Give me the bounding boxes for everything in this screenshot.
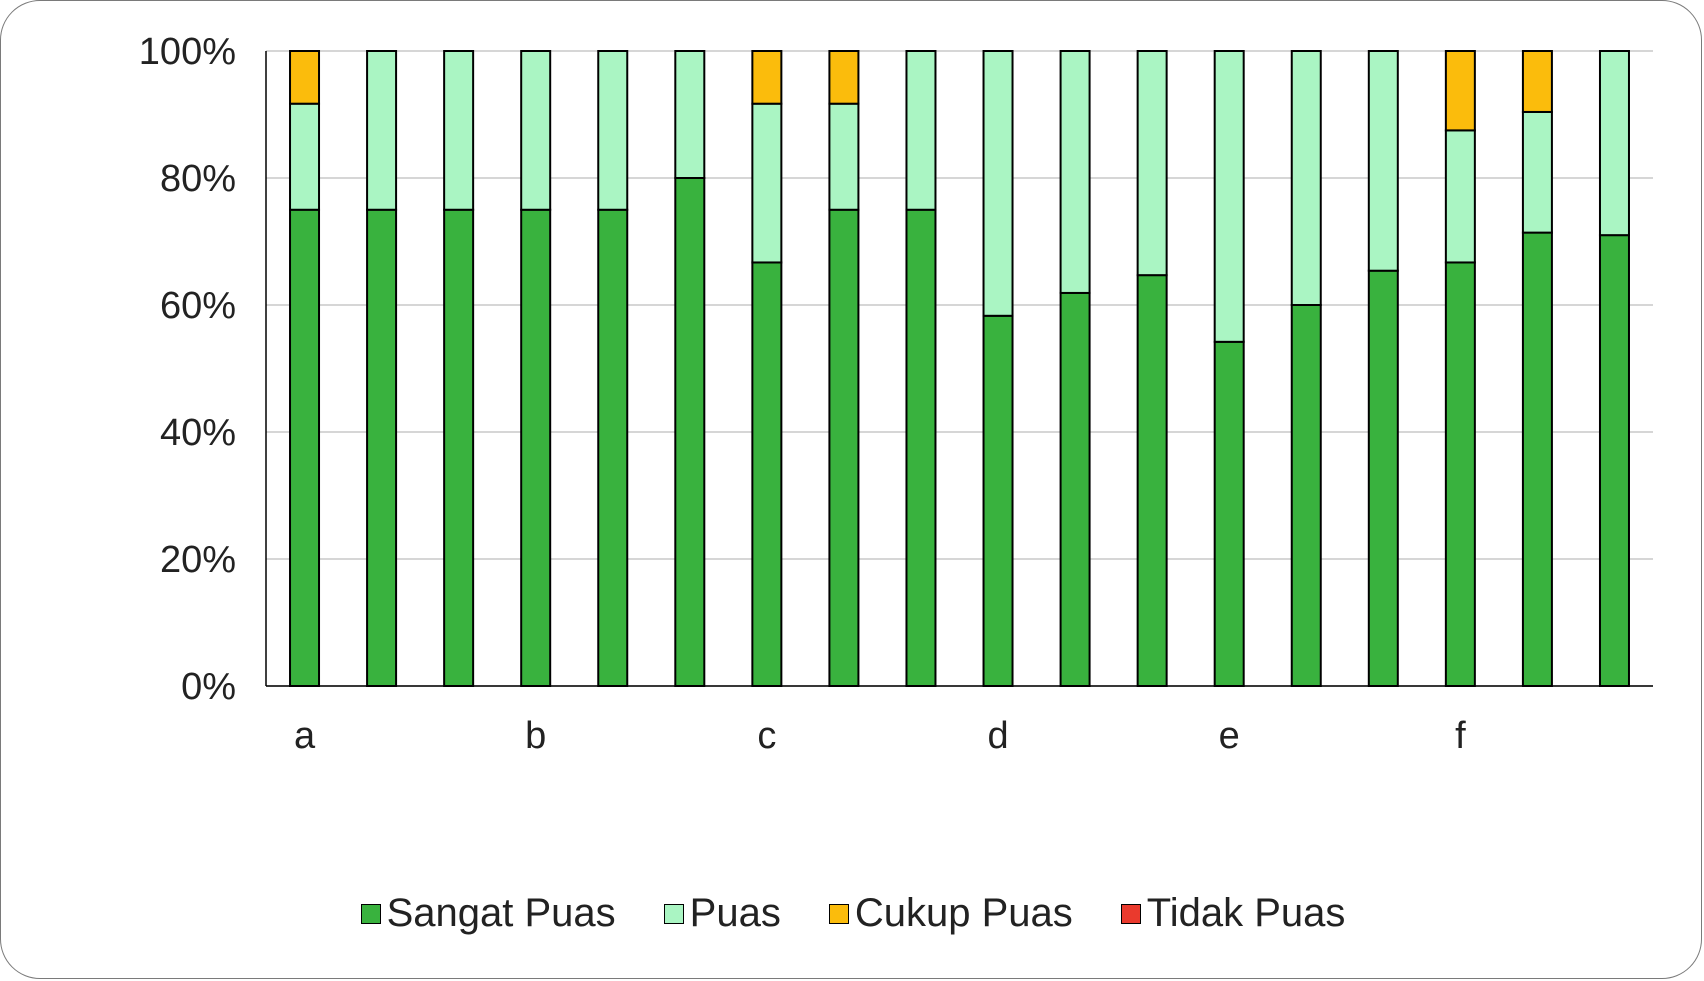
bar-segment (1521, 50, 1553, 113)
bar-segment (520, 50, 552, 211)
bar-segment (1136, 274, 1168, 687)
bar-segment (443, 208, 475, 687)
legend-item-sangat-puas: Sangat Puas (360, 891, 616, 936)
x-tick-label: e (1219, 715, 1240, 757)
bar-segment (1521, 110, 1553, 234)
y-tick-label: 80% (160, 158, 236, 200)
bar-segment (1136, 50, 1168, 277)
bar-segment (905, 50, 937, 211)
bar-segment (751, 50, 783, 105)
bar-segment (366, 208, 398, 687)
bar-segment (1444, 50, 1476, 132)
bar-segment (828, 50, 860, 105)
bar-segment (828, 102, 860, 211)
bar-segment (1598, 50, 1630, 237)
legend: Sangat Puas Puas Cukup Puas Tidak Puas (1, 891, 1701, 936)
bar-segment (674, 177, 706, 687)
legend-label: Cukup Puas (854, 891, 1073, 935)
x-tick-label: c (757, 715, 776, 757)
legend-item-tidak-puas: Tidak Puas (1120, 891, 1346, 936)
bar-segment (1290, 304, 1322, 687)
bar-segment (1213, 50, 1245, 343)
bar-segment (751, 261, 783, 687)
y-tick-label: 20% (160, 539, 236, 581)
bar-segment (289, 102, 321, 211)
bar-segment (1521, 231, 1553, 688)
bar-segment (366, 50, 398, 211)
legend-label: Sangat Puas (386, 891, 616, 935)
bar-segment (597, 208, 629, 687)
bar-segment (1213, 340, 1245, 687)
bar-segment (828, 208, 860, 687)
bar-segment (982, 314, 1014, 687)
bar-segment (1059, 50, 1091, 294)
legend-label: Puas (689, 891, 781, 935)
x-tick-label: b (525, 715, 546, 757)
bar-segment (674, 50, 706, 179)
bar-segment (905, 208, 937, 687)
y-tick-label: 100% (139, 31, 236, 73)
bar-segment (1444, 129, 1476, 264)
legend-item-cukup-puas: Cukup Puas (828, 891, 1073, 936)
y-tick-label: 60% (160, 285, 236, 327)
bar-segment (597, 50, 629, 211)
bar-segment (1059, 291, 1091, 687)
bar-segment (1367, 269, 1399, 687)
bar-segment (982, 50, 1014, 317)
legend-swatch (828, 903, 849, 924)
bar-segment (1367, 50, 1399, 272)
legend-item-puas: Puas (663, 891, 781, 936)
legend-label: Tidak Puas (1146, 891, 1346, 935)
bar-segment (289, 208, 321, 687)
legend-swatch (663, 903, 684, 924)
legend-swatch (360, 903, 381, 924)
bar-segment (1444, 261, 1476, 687)
bar-segment (751, 102, 783, 264)
legend-swatch (1120, 903, 1141, 924)
bar-segment (1598, 234, 1630, 687)
y-tick-label: 0% (181, 666, 236, 708)
bar-segment (443, 50, 475, 211)
bar-segment (289, 50, 321, 105)
bar-segment (520, 208, 552, 687)
x-tick-label: d (987, 715, 1008, 757)
y-tick-label: 40% (160, 412, 236, 454)
bar-segment (1290, 50, 1322, 306)
x-tick-label: f (1455, 715, 1466, 757)
x-tick-label: a (294, 715, 316, 757)
